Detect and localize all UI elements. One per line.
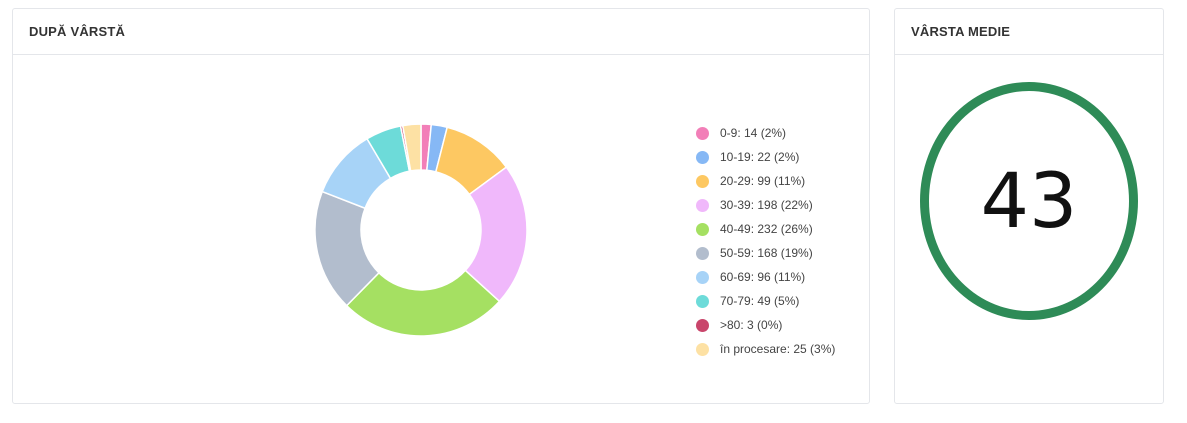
legend-swatch (696, 270, 709, 284)
legend-swatch (696, 222, 709, 236)
legend-item[interactable]: 60-69: 96 (11%) (696, 265, 835, 289)
avg-panel-title: VÂRSTA MEDIE (895, 9, 1163, 55)
legend-item[interactable]: 20-29: 99 (11%) (696, 169, 835, 193)
chart-legend: 0-9: 14 (2%) 10-19: 22 (2%) 20-29: 99 (11%… (696, 121, 835, 361)
legend-item[interactable]: 50-59: 168 (19%) (696, 241, 835, 265)
donut-slice-5[interactable] (345, 269, 501, 337)
legend-swatch (696, 318, 709, 332)
average-age-value: 43 (980, 156, 1078, 245)
legend-item[interactable]: 0-9: 14 (2%) (696, 121, 835, 145)
average-age-gauge: 43 (920, 82, 1138, 320)
average-age-panel: VÂRSTA MEDIE 43 (894, 8, 1164, 404)
legend-label: 40-49: 232 (26%) (720, 222, 813, 236)
legend-swatch (696, 342, 709, 356)
legend-label: >80: 3 (0%) (720, 318, 783, 332)
legend-swatch (696, 126, 709, 140)
age-donut-chart (314, 123, 528, 337)
legend-swatch (696, 294, 709, 308)
legend-swatch (696, 246, 709, 260)
legend-item[interactable]: 70-79: 49 (5%) (696, 289, 835, 313)
legend-item[interactable]: în procesare: 25 (3%) (696, 337, 835, 361)
legend-label: 30-39: 198 (22%) (720, 198, 813, 212)
legend-label: 60-69: 96 (11%) (720, 270, 806, 284)
donut-slice-10[interactable] (401, 123, 422, 172)
legend-label: 50-59: 168 (19%) (720, 246, 813, 260)
age-distribution-panel: DUPĂ VÂRSTĂ 0-9: 14 (2%) 10-19: 22 (2%) 20… (12, 8, 870, 404)
legend-label: 10-19: 22 (2%) (720, 150, 800, 164)
legend-item[interactable]: 10-19: 22 (2%) (696, 145, 835, 169)
legend-label: 20-29: 99 (11%) (720, 174, 806, 188)
legend-swatch (696, 150, 709, 164)
age-panel-title: DUPĂ VÂRSTĂ (13, 9, 869, 55)
legend-item[interactable]: 30-39: 198 (22%) (696, 193, 835, 217)
legend-swatch (696, 198, 709, 212)
legend-item[interactable]: >80: 3 (0%) (696, 313, 835, 337)
legend-label: 70-79: 49 (5%) (720, 294, 800, 308)
legend-swatch (696, 174, 709, 188)
legend-item[interactable]: 40-49: 232 (26%) (696, 217, 835, 241)
legend-label: 0-9: 14 (2%) (720, 126, 787, 140)
legend-label: în procesare: 25 (3%) (720, 342, 836, 356)
